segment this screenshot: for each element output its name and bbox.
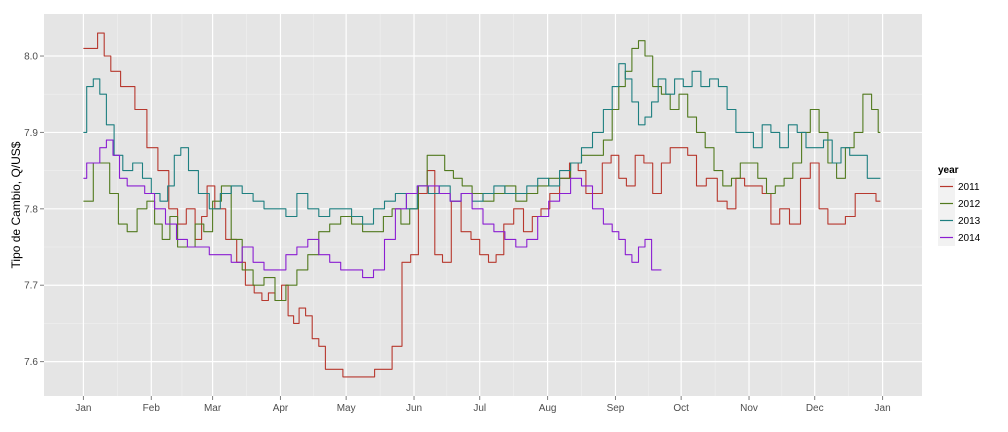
legend-label-2014: 2014 [958, 233, 981, 244]
legend-label-2011: 2011 [958, 182, 980, 193]
x-tick-label: Mar [204, 403, 222, 414]
y-axis: 7.6 7.7 7.8 7.9 8.0 [24, 52, 44, 368]
series-lines [83, 32, 881, 378]
x-tick-label: Aug [539, 403, 557, 414]
x-axis: Jan Feb Mar Apr May Jun Jul Aug Sep Oct Nov Dec Jan [75, 396, 891, 414]
x-tick-label: Apr [273, 403, 289, 414]
y-axis-title: Tipo de Cambio, Q/US$ [9, 141, 23, 268]
x-tick-label: Oct [673, 403, 689, 414]
x-tick-label: Sep [607, 403, 625, 414]
legend-label-2013: 2013 [958, 216, 981, 227]
legend: year 2011 2012 2013 2014 [938, 165, 981, 246]
y-tick-label: 7.6 [24, 357, 38, 368]
x-tick-label: Jun [406, 403, 422, 414]
plot-panel [44, 14, 922, 396]
y-tick-label: 7.7 [24, 281, 38, 292]
y-tick-label: 7.8 [24, 204, 38, 215]
series-line-2014 [83, 139, 662, 279]
legend-label-2012: 2012 [958, 199, 981, 210]
x-tick-label: May [337, 403, 356, 414]
y-tick-label: 8.0 [24, 52, 38, 63]
x-tick-label: Feb [143, 403, 161, 414]
x-tick-label: Dec [806, 403, 824, 414]
x-tick-label: Jan [875, 403, 891, 414]
x-tick-label: Nov [740, 403, 758, 414]
series-line-2012 [83, 40, 881, 302]
series-line-2013 [83, 63, 881, 225]
legend-title: year [938, 165, 959, 176]
x-tick-label: Jan [75, 403, 91, 414]
y-tick-label: 7.9 [24, 128, 38, 139]
x-tick-label: Jul [473, 403, 486, 414]
